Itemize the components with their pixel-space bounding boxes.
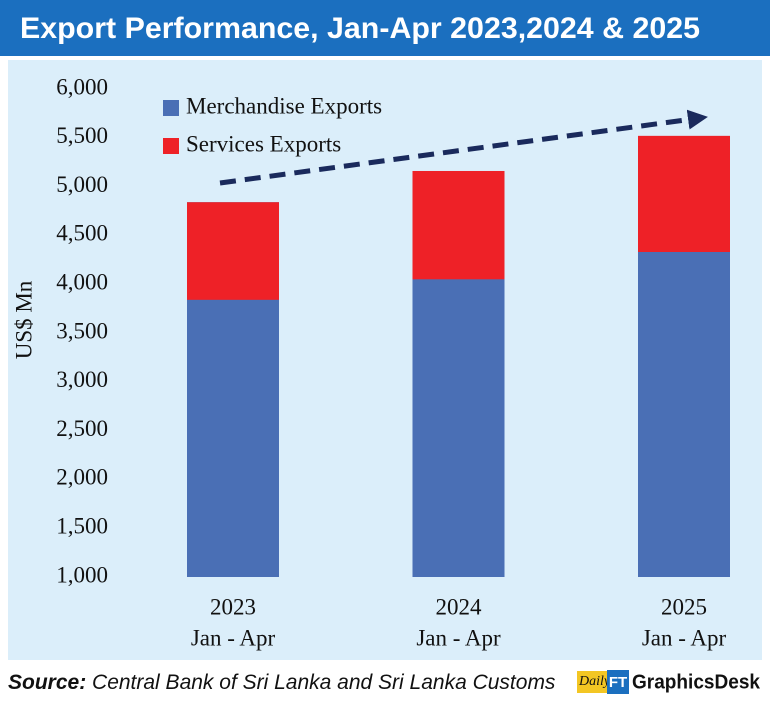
- title-bar: [0, 0, 770, 56]
- logo-daily-bg: [577, 671, 613, 693]
- legend-swatch: [163, 138, 179, 154]
- y-tick-label: 3,500: [56, 318, 108, 343]
- bar-segment: [187, 202, 279, 300]
- plot-bg: [8, 60, 762, 660]
- source: Central Bank of Sri Lanka and Sri Lanka …: [92, 671, 556, 694]
- legend-swatch: [163, 100, 179, 116]
- y-tick-label: 4,500: [56, 221, 108, 246]
- logo-daily: Daily: [578, 674, 611, 689]
- y-tick-label: 6,000: [56, 74, 108, 99]
- y-tick-label: 5,000: [56, 172, 108, 197]
- x-tick-label: Jan - Apr: [642, 625, 727, 650]
- legend-label: Merchandise Exports: [186, 93, 382, 118]
- y-tick-label: 1,500: [56, 513, 108, 538]
- footer: Source: Central Bank of Sri Lanka and Sr…: [8, 670, 761, 694]
- y-tick-label: 5,500: [56, 123, 108, 148]
- logo-desk: GraphicsDesk: [632, 671, 761, 693]
- y-tick-label: 3,000: [56, 367, 108, 392]
- y-tick-label: 4,000: [56, 269, 108, 294]
- y-tick-label: 2,000: [56, 465, 108, 490]
- logo-ft: FT: [609, 674, 627, 691]
- y-axis-label: US$ Mn: [11, 280, 36, 359]
- y-tick-label: 2,500: [56, 416, 108, 441]
- bar-segment: [638, 135, 730, 252]
- x-tick-label: Jan - Apr: [191, 625, 276, 650]
- y-tick-label: 1,000: [56, 562, 108, 587]
- x-tick-label: Jan - Apr: [416, 625, 501, 650]
- trend-arrow: [219, 109, 708, 186]
- logo-ft-bg: [607, 670, 629, 694]
- source-label: Source:: [8, 671, 86, 694]
- chart-title: Export Performance, Jan-Apr 2023,2024 & …: [20, 12, 700, 45]
- x-tick-label: 2024: [436, 594, 483, 619]
- x-tick-label: 2025: [661, 594, 707, 619]
- source-text: Source: Central Bank of Sri Lanka and Sr…: [8, 671, 556, 694]
- bar-segment: [412, 170, 505, 280]
- x-tick-label: 2023: [210, 594, 256, 619]
- legend-label: Services Exports: [186, 131, 341, 156]
